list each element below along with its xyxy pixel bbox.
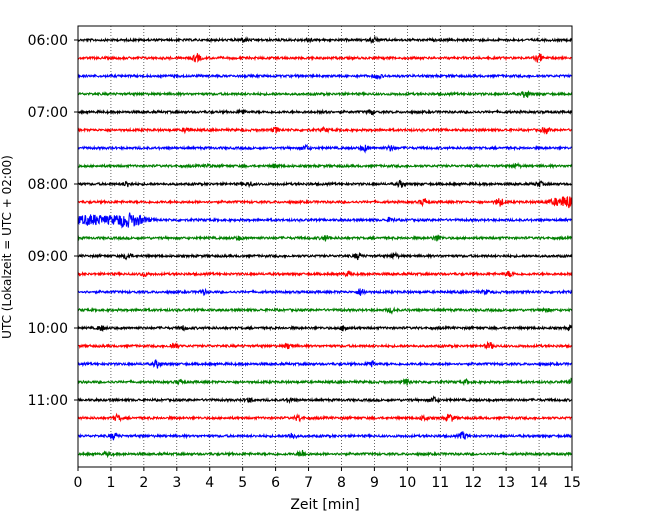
trace-1130 — [77, 431, 573, 441]
x-tick-label: 14 — [530, 475, 548, 491]
trace-1030 — [77, 358, 573, 369]
x-tick-label: 5 — [238, 475, 247, 491]
trace-0745 — [77, 161, 573, 170]
trace-0630 — [77, 72, 573, 81]
trace-1015 — [77, 340, 573, 350]
trace-0830 — [77, 212, 573, 229]
x-tick-label: 1 — [106, 475, 115, 491]
x-tick-label: 7 — [304, 475, 313, 491]
y-tick-label: 11:00 — [28, 393, 68, 409]
x-tick-label: 11 — [431, 475, 449, 491]
trace-0815 — [77, 195, 573, 209]
y-tick-label: 06:00 — [28, 33, 68, 49]
trace-1045 — [77, 377, 573, 387]
trace-0900 — [77, 251, 573, 261]
trace-1145 — [77, 449, 573, 459]
y-tick-label: 09:00 — [28, 249, 68, 265]
x-tick-label: 6 — [271, 475, 280, 491]
x-axis-label: Zeit [min] — [290, 497, 359, 513]
trace-0800 — [77, 179, 573, 189]
trace-0600 — [77, 35, 573, 45]
y-axis: 06:00 07:00 08:00 09:00 10:00 11:00 — [28, 33, 78, 409]
x-tick-label: 4 — [205, 475, 214, 491]
trace-0700 — [77, 108, 573, 116]
y-tick-label: 08:00 — [28, 177, 68, 193]
trace-0915 — [77, 270, 573, 278]
trace-0845 — [77, 234, 573, 242]
x-tick-label: 3 — [172, 475, 181, 491]
trace-0645 — [77, 90, 573, 98]
trace-0930 — [77, 287, 573, 297]
x-tick-label: 0 — [74, 475, 83, 491]
y-tick-label: 10:00 — [28, 321, 68, 337]
x-axis: 0 1 2 3 4 5 6 7 8 9 10 11 12 13 14 15 — [74, 467, 581, 491]
plot-frame — [77, 25, 573, 468]
trace-0945 — [77, 306, 573, 315]
y-tick-label: 07:00 — [28, 105, 68, 121]
x-tick-label: 12 — [464, 475, 482, 491]
x-tick-label: 10 — [398, 475, 416, 491]
trace-0615 — [77, 53, 573, 63]
seismic-traces — [77, 35, 573, 459]
x-tick-label: 2 — [139, 475, 148, 491]
trace-1100 — [77, 395, 573, 405]
x-tick-label: 15 — [563, 475, 581, 491]
x-tick-label: 9 — [370, 475, 379, 491]
y-axis-label: UTC (Lokalzeit = UTC + 02:00) — [0, 155, 14, 339]
trace-0715 — [77, 125, 573, 135]
trace-1000 — [77, 324, 573, 332]
x-tick-label: 13 — [497, 475, 515, 491]
trace-1115 — [77, 412, 573, 423]
x-tick-label: 8 — [337, 475, 346, 491]
trace-0730 — [77, 143, 573, 154]
